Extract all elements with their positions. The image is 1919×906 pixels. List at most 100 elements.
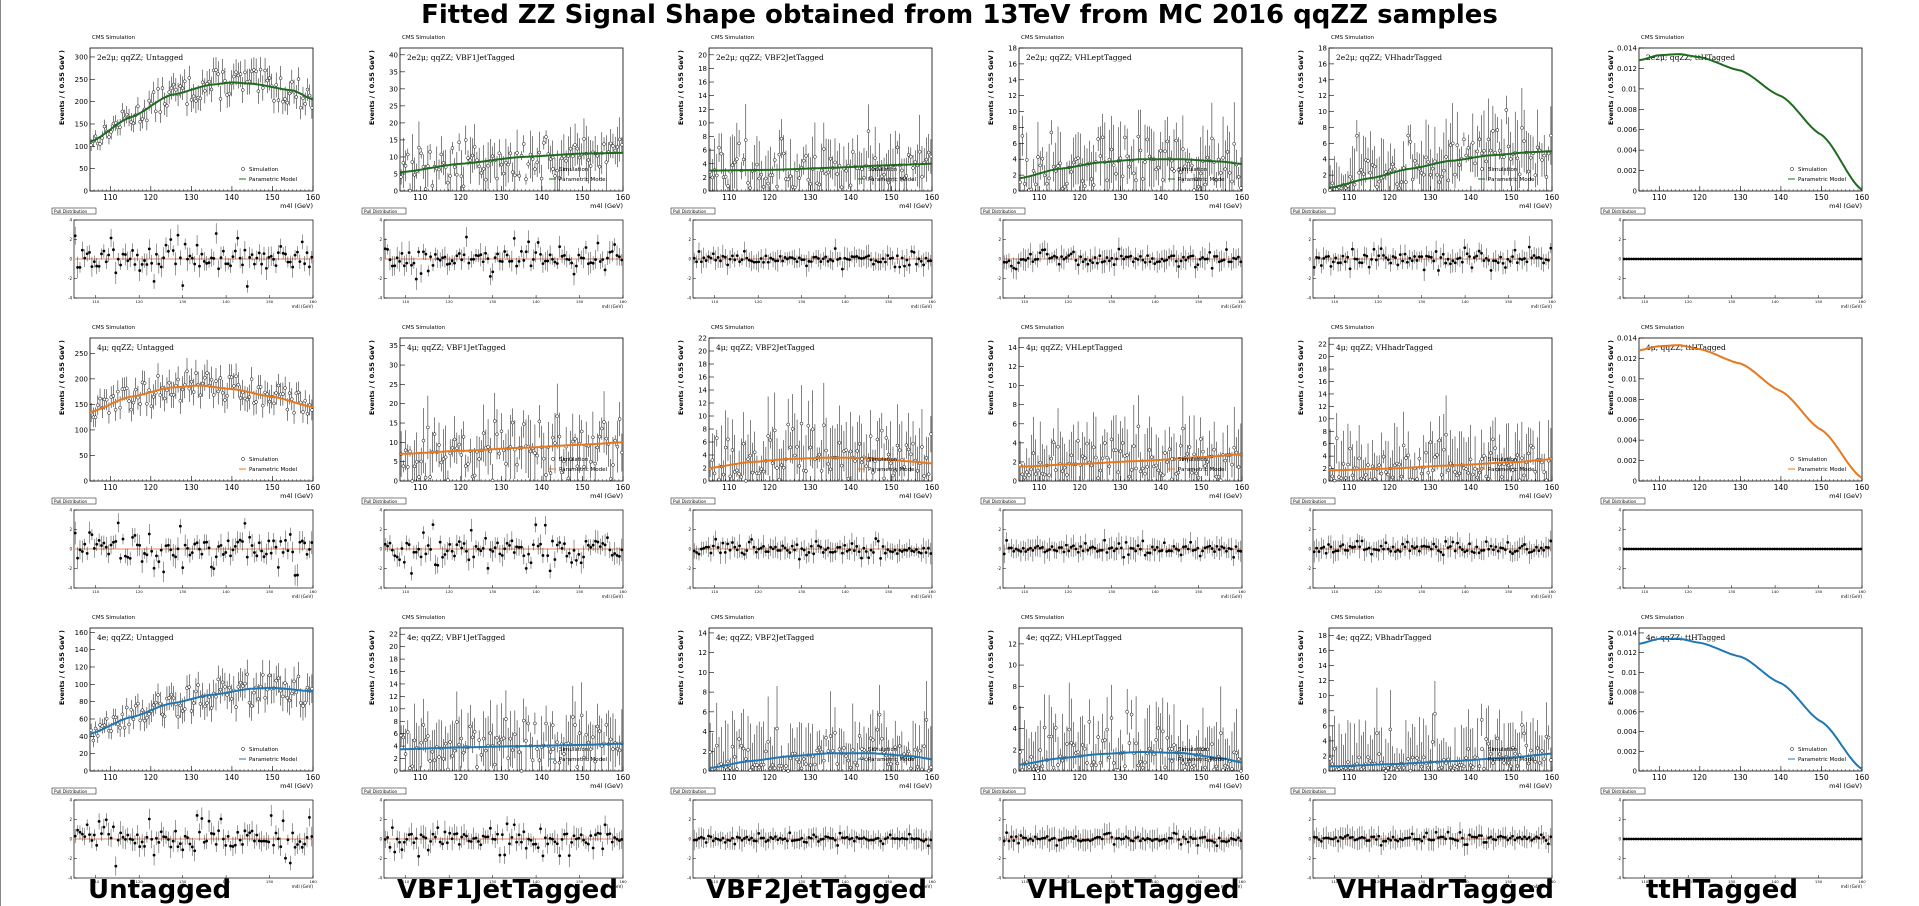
pull-point (719, 259, 722, 262)
pull-point (1199, 555, 1202, 558)
pull-point (1070, 546, 1073, 549)
pull-point (1096, 550, 1099, 553)
pull-point (1463, 246, 1466, 249)
pull-point (587, 262, 590, 265)
data-point (1157, 166, 1160, 169)
pull-point (620, 548, 623, 551)
pull-point (1353, 258, 1356, 261)
x-tick-label: 140 (535, 193, 550, 202)
pull-point (460, 547, 463, 550)
data-point (545, 135, 548, 138)
pull-point (874, 537, 877, 540)
pull-point (1204, 546, 1207, 549)
data-point (1036, 469, 1039, 472)
pull-point (812, 552, 815, 555)
data-point (764, 177, 767, 180)
pull-point (808, 260, 811, 263)
pull-point (891, 550, 894, 553)
pull-title: Pull Distribution (983, 209, 1017, 214)
pull-point (594, 540, 597, 543)
data-point (1193, 453, 1196, 456)
pull-point (1110, 546, 1113, 549)
data-point (598, 165, 601, 168)
pull-point (441, 256, 444, 259)
data-point (1224, 459, 1227, 462)
pull-point (1012, 550, 1015, 553)
pull-point (472, 258, 475, 261)
data-point (587, 158, 590, 161)
pull-x-tick-label: 130 (798, 299, 806, 304)
data-point (883, 477, 886, 480)
data-point (1404, 181, 1407, 184)
pull-point (506, 254, 509, 257)
x-tick-label: 130 (184, 483, 199, 492)
data-point (473, 474, 476, 477)
data-point (223, 399, 226, 402)
pull-point (100, 252, 103, 255)
data-point (522, 142, 525, 145)
pull-point (1406, 261, 1409, 264)
legend-simulation-label: Simulation (868, 167, 898, 173)
y-tick-label: 25 (389, 102, 398, 110)
y-tick-label: 0 (1323, 188, 1327, 196)
y-tick-label: 10 (389, 439, 398, 447)
data-point (442, 161, 445, 164)
pull-x-tick-label: 150 (266, 589, 274, 594)
pull-x-tick-label: 140 (222, 589, 230, 594)
data-point (462, 435, 465, 438)
cms-label: CMS Simulation (711, 325, 755, 331)
pull-point (772, 258, 775, 261)
pull-point (781, 545, 784, 548)
pull-point (1843, 258, 1846, 261)
data-point (605, 161, 608, 164)
data-point (551, 436, 554, 439)
data-point (749, 186, 752, 189)
pull-point (198, 265, 201, 268)
data-point (551, 156, 554, 159)
y-tick-label: 20 (1318, 353, 1327, 361)
data-point (1389, 169, 1392, 172)
pull-point (1478, 250, 1481, 253)
pull-title: Pull Distribution (1603, 209, 1637, 214)
data-point (802, 159, 805, 162)
pull-point (805, 554, 808, 557)
data-point (440, 153, 443, 156)
x-tick-label: 110 (103, 483, 118, 492)
data-point (1217, 475, 1220, 478)
data-point (458, 443, 461, 446)
pull-point (1103, 260, 1106, 263)
data-point (880, 429, 883, 432)
data-point (1536, 146, 1539, 149)
x-tick-label: 110 (1652, 193, 1667, 202)
y-axis-title: Events / ( 0.55 GeV ) (987, 340, 995, 415)
data-point (856, 449, 859, 452)
data-point (513, 174, 516, 177)
pull-point (227, 539, 230, 542)
data-point (620, 143, 623, 146)
pull-point (741, 551, 744, 554)
pull-point (463, 542, 466, 545)
pull-x-tick-label: 140 (1461, 299, 1469, 304)
data-point (618, 138, 621, 141)
pull-point (1012, 267, 1015, 270)
pull-point (189, 255, 192, 258)
y-tick-label: 0 (394, 188, 398, 196)
pull-point (1027, 257, 1030, 260)
pull-point (122, 538, 125, 541)
pull-point (515, 265, 518, 268)
pull-point (525, 567, 528, 570)
data-point (538, 420, 541, 423)
data-point (780, 137, 783, 140)
data-point (771, 462, 774, 465)
data-point (449, 174, 452, 177)
pull-point (738, 260, 741, 263)
pull-point (1139, 548, 1142, 551)
data-point (596, 446, 599, 449)
data-point (152, 91, 155, 94)
x-tick-label: 160 (306, 193, 321, 202)
pull-point (1663, 258, 1666, 261)
data-point (1188, 446, 1191, 449)
data-point (614, 149, 617, 152)
data-point (255, 400, 258, 403)
